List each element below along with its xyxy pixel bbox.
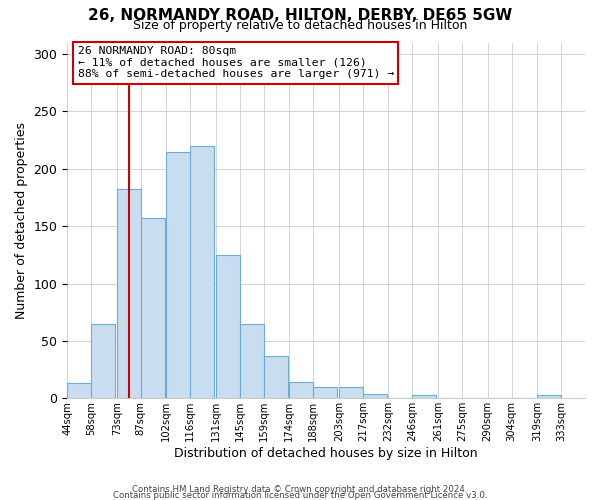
Y-axis label: Number of detached properties: Number of detached properties [15,122,28,319]
Bar [117,190,140,398]
Bar [363,394,387,398]
Bar [412,395,436,398]
X-axis label: Distribution of detached houses by size in Hilton: Distribution of detached houses by size … [174,447,478,460]
Text: Size of property relative to detached houses in Hilton: Size of property relative to detached ho… [133,18,467,32]
Bar [240,324,263,398]
Bar [140,218,164,398]
Text: Contains public sector information licensed under the Open Government Licence v3: Contains public sector information licen… [113,490,487,500]
Bar [67,384,91,398]
Bar [339,387,363,398]
Bar [91,324,115,398]
Bar [166,152,190,398]
Text: 26, NORMANDY ROAD, HILTON, DERBY, DE65 5GW: 26, NORMANDY ROAD, HILTON, DERBY, DE65 5… [88,8,512,22]
Bar [263,356,287,399]
Bar [216,255,240,398]
Bar [313,387,337,398]
Text: 26 NORMANDY ROAD: 80sqm
← 11% of detached houses are smaller (126)
88% of semi-d: 26 NORMANDY ROAD: 80sqm ← 11% of detache… [77,46,394,80]
Bar [289,382,313,398]
Bar [190,146,214,399]
Bar [537,395,561,398]
Text: Contains HM Land Registry data © Crown copyright and database right 2024.: Contains HM Land Registry data © Crown c… [132,484,468,494]
